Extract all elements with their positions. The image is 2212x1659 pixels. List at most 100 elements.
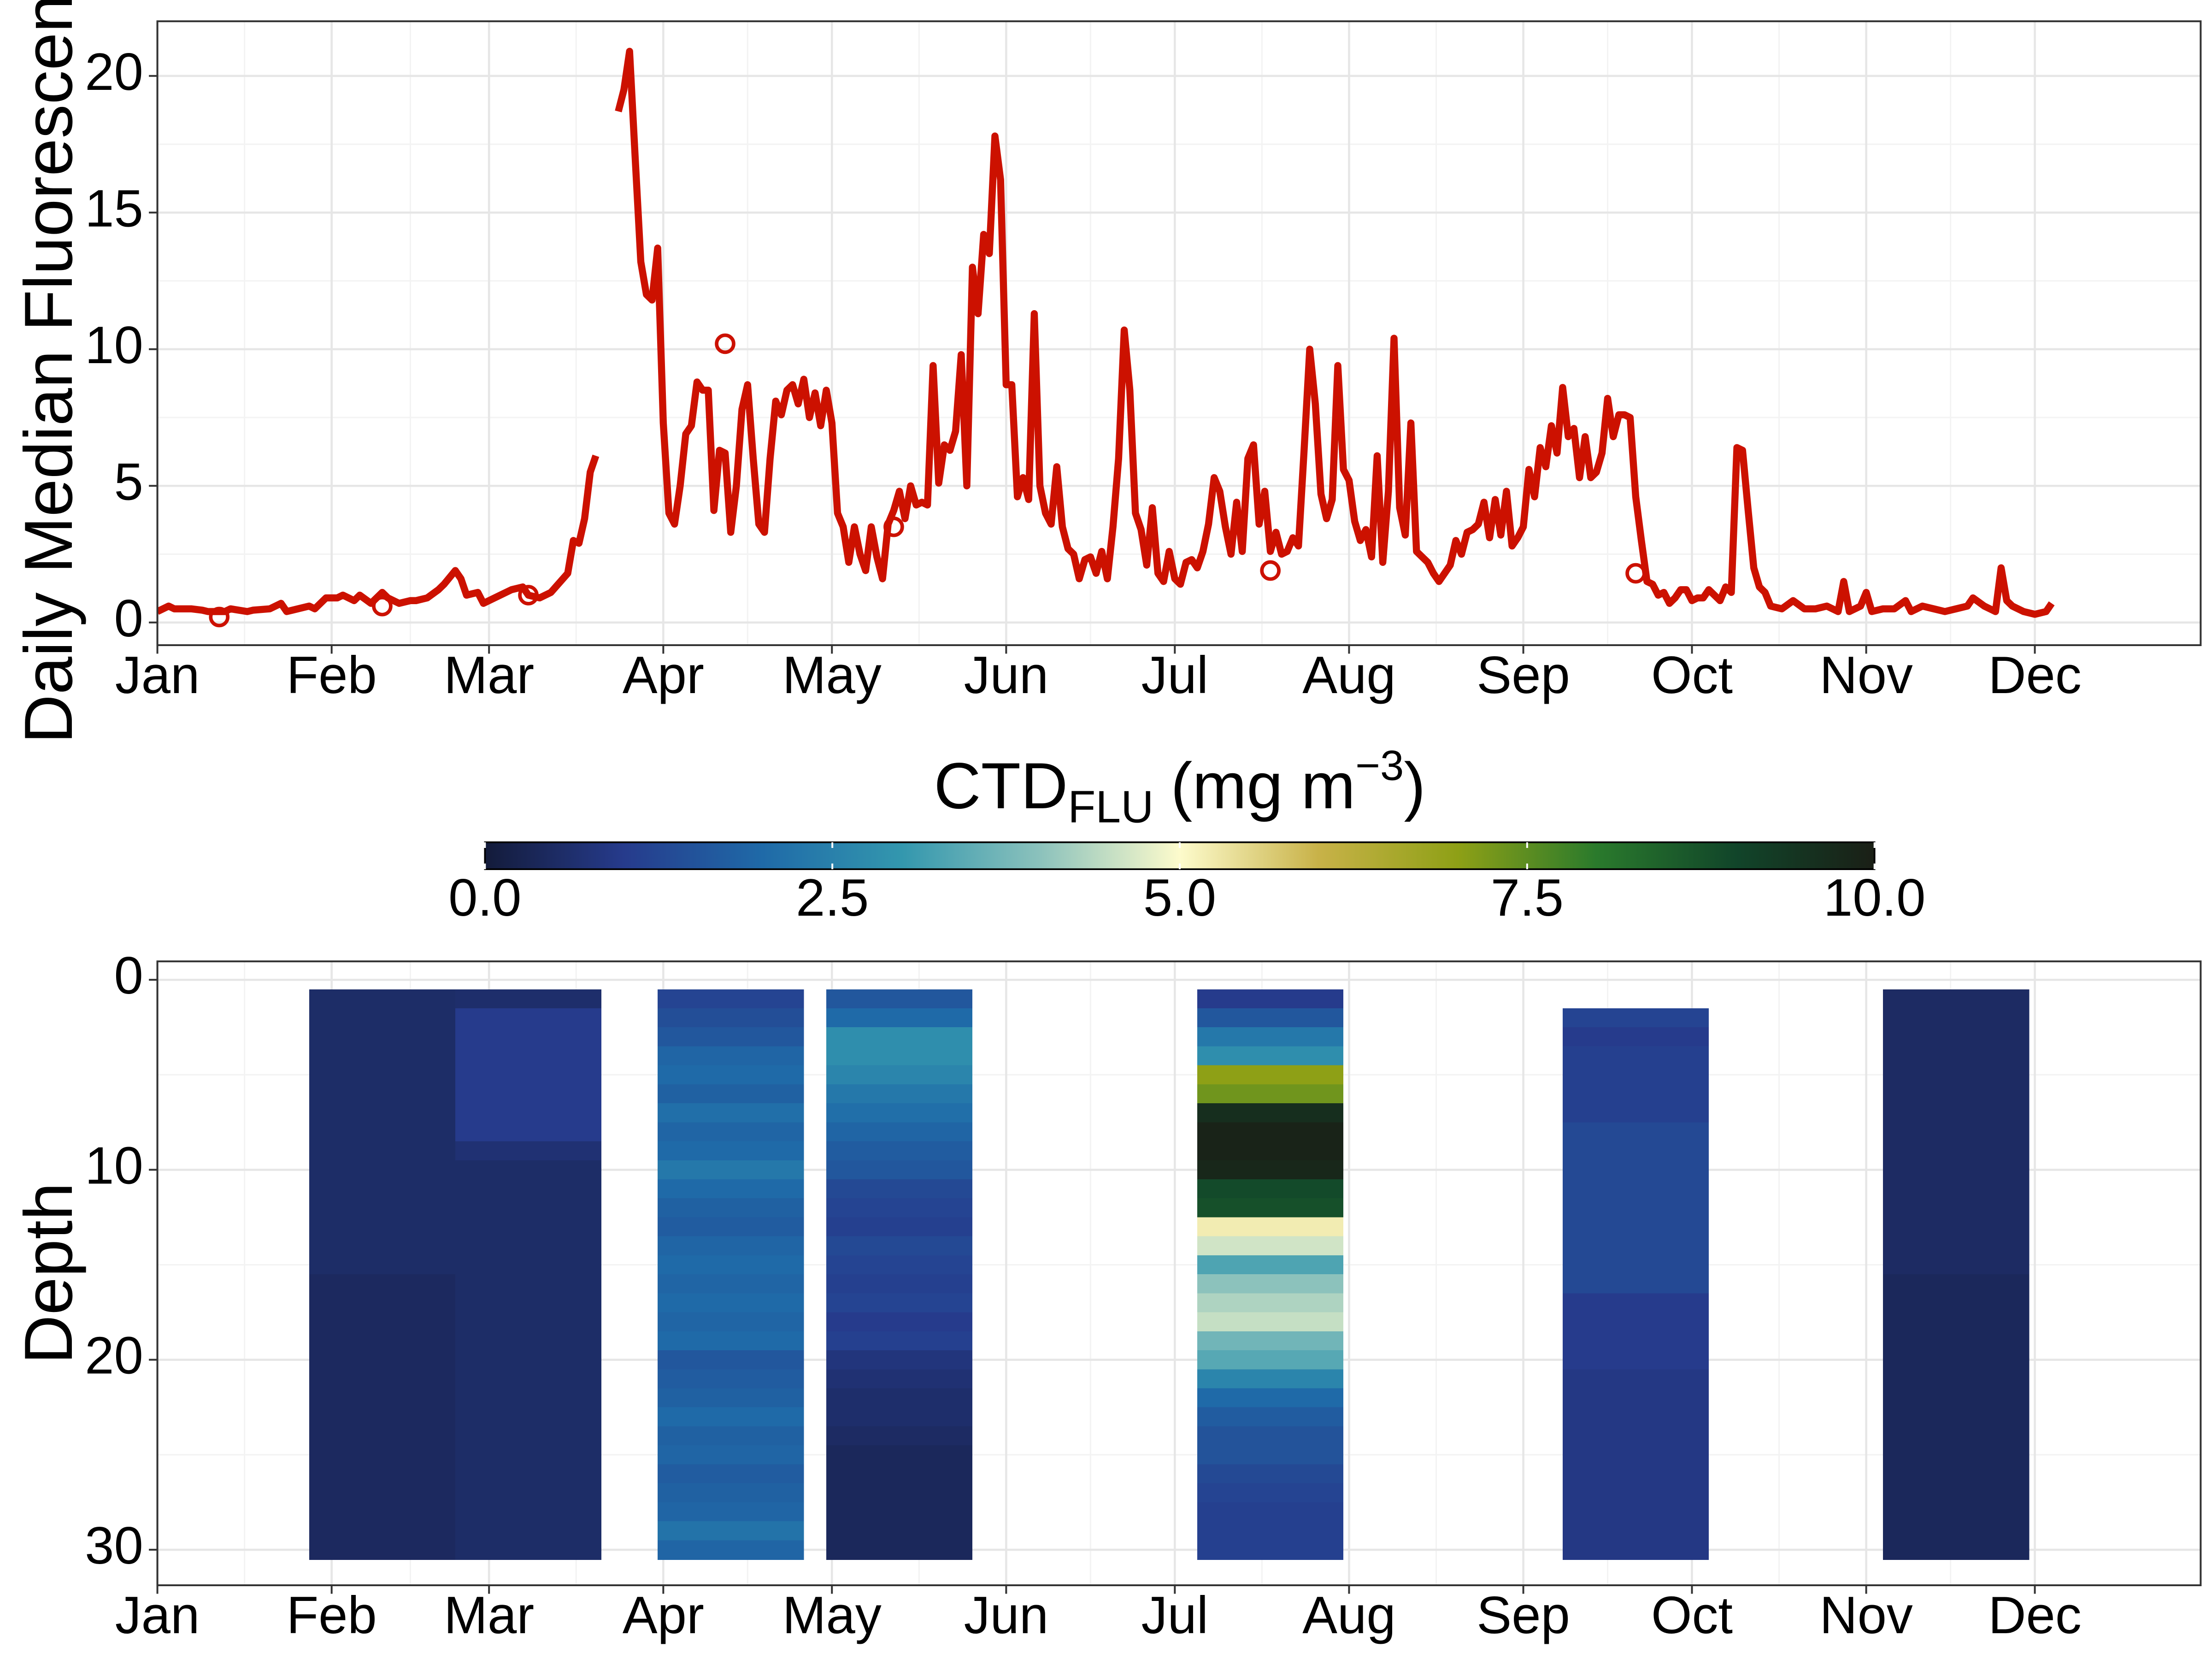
- heatmap-cell: [658, 1236, 804, 1256]
- heatmap-cell: [455, 1464, 602, 1484]
- heatmap-cell: [1197, 1502, 1344, 1522]
- heatmap-cell: [1883, 1141, 2030, 1161]
- heatmap-cell: [1562, 1274, 1709, 1294]
- heatmap-cell: [309, 989, 456, 1009]
- heatmap-cell: [309, 1160, 456, 1180]
- y-tick-label: 30: [85, 1517, 143, 1575]
- heatmap-cell: [658, 1274, 804, 1294]
- heatmap-cell: [309, 1179, 456, 1199]
- heatmap-cell: [1562, 1540, 1709, 1560]
- scatter-point: [372, 595, 393, 617]
- x-tick-label: Oct: [1651, 646, 1733, 705]
- heatmap-cell: [1562, 1483, 1709, 1503]
- scatter-point: [1260, 560, 1281, 581]
- heatmap-cell: [309, 1198, 456, 1218]
- scatter-point: [715, 333, 735, 354]
- heatmap-cell: [826, 1046, 973, 1066]
- x-tick-label: Apr: [623, 1586, 704, 1645]
- heatmap-cell: [826, 1236, 973, 1256]
- heatmap-cell: [658, 1198, 804, 1218]
- heatmap-cell: [455, 1236, 602, 1256]
- heatmap-cell: [455, 1274, 602, 1294]
- heatmap-cell: [1197, 1464, 1344, 1484]
- heatmap-cell: [1883, 1350, 2030, 1370]
- y-tick-label: 20: [85, 43, 143, 101]
- heatmap-cell: [1562, 1198, 1709, 1218]
- heatmap-cell: [1197, 1027, 1344, 1047]
- heatmap-cell: [826, 1293, 973, 1313]
- heatmap-cell: [1562, 1464, 1709, 1484]
- panel-border: [156, 20, 2202, 646]
- x-tick-label: Jan: [115, 646, 200, 705]
- heatmap-cell: [1883, 1445, 2030, 1465]
- heatmap-cell: [1883, 1084, 2030, 1104]
- heatmap-cell: [309, 1103, 456, 1123]
- heatmap-cell: [1562, 1217, 1709, 1237]
- heatmap-cell: [1562, 1350, 1709, 1370]
- heatmap-cell: [1197, 1369, 1344, 1389]
- heatmap-cell: [826, 1540, 973, 1560]
- heatmap-cell: [658, 1141, 804, 1161]
- y-tick-label: 0: [114, 589, 143, 648]
- heatmap-cell: [658, 1407, 804, 1427]
- heatmap-cell: [1883, 1255, 2030, 1275]
- plot-area: [157, 47, 2055, 628]
- heatmap-cell: [309, 1445, 456, 1465]
- heatmap-cell: [455, 1407, 602, 1427]
- heatmap-cell: [826, 1369, 973, 1389]
- heatmap-cell: [826, 1122, 973, 1142]
- heatmap-cell: [826, 1426, 973, 1446]
- y-tick-label: 15: [85, 179, 143, 238]
- heatmap-cell: [455, 1426, 602, 1446]
- heatmap-cell: [309, 1369, 456, 1389]
- scatter-point: [1625, 563, 1646, 584]
- heatmap-cell: [455, 1502, 602, 1522]
- heatmap-cell: [826, 1312, 973, 1332]
- heatmap-cell: [455, 1065, 602, 1085]
- y-tick-label: 5: [114, 453, 143, 511]
- heatmap-cell: [1562, 1407, 1709, 1427]
- heatmap-cell: [455, 1521, 602, 1541]
- heatmap-cell: [658, 1464, 804, 1484]
- heatmap-cell: [309, 1236, 456, 1256]
- heatmap-cell: [455, 1084, 602, 1104]
- heatmap-cell: [1883, 1502, 2030, 1522]
- heatmap-cell: [455, 1540, 602, 1560]
- heatmap-cell: [826, 1027, 973, 1047]
- heatmap-cell: [1197, 1179, 1344, 1199]
- heatmap-cell: [826, 1141, 973, 1161]
- heatmap-cell: [309, 1483, 456, 1503]
- heatmap-cell: [455, 1141, 602, 1161]
- heatmap-cell: [1562, 1331, 1709, 1351]
- heatmap-cell: [826, 1445, 973, 1465]
- heatmap-cell: [1197, 1312, 1344, 1332]
- x-tick-label: Aug: [1302, 646, 1396, 705]
- heatmap-cell: [1883, 1521, 2030, 1541]
- heatmap-cell: [1883, 1388, 2030, 1408]
- heatmap-cell: [309, 1464, 456, 1484]
- heatmap-cell: [1883, 1483, 2030, 1503]
- heatmap-cell: [826, 1103, 973, 1123]
- heatmap-cell: [309, 1331, 456, 1351]
- heatmap-cell: [658, 1008, 804, 1028]
- x-tick-label: May: [782, 646, 882, 705]
- heatmap-cell: [658, 1217, 804, 1237]
- panel-background: [157, 21, 2201, 646]
- panel-border: [156, 960, 2202, 1586]
- x-tick-label: Mar: [444, 646, 534, 705]
- heatmap-cell: [1883, 1046, 2030, 1066]
- heatmap-cell: [309, 1046, 456, 1066]
- x-tick-label: Nov: [1819, 646, 1913, 705]
- heatmap-cell: [826, 1084, 973, 1104]
- heatmap-cell: [455, 1350, 602, 1370]
- heatmap-cell: [309, 1217, 456, 1237]
- heatmap-cell: [309, 1065, 456, 1085]
- heatmap-cell: [1562, 1046, 1709, 1066]
- heatmap-cell: [658, 1445, 804, 1465]
- heatmap-cell: [658, 1369, 804, 1389]
- heatmap-cell: [658, 1502, 804, 1522]
- plot-area: [309, 989, 2030, 1560]
- heatmap-cell: [658, 1350, 804, 1370]
- heatmap-cell: [1883, 1407, 2030, 1427]
